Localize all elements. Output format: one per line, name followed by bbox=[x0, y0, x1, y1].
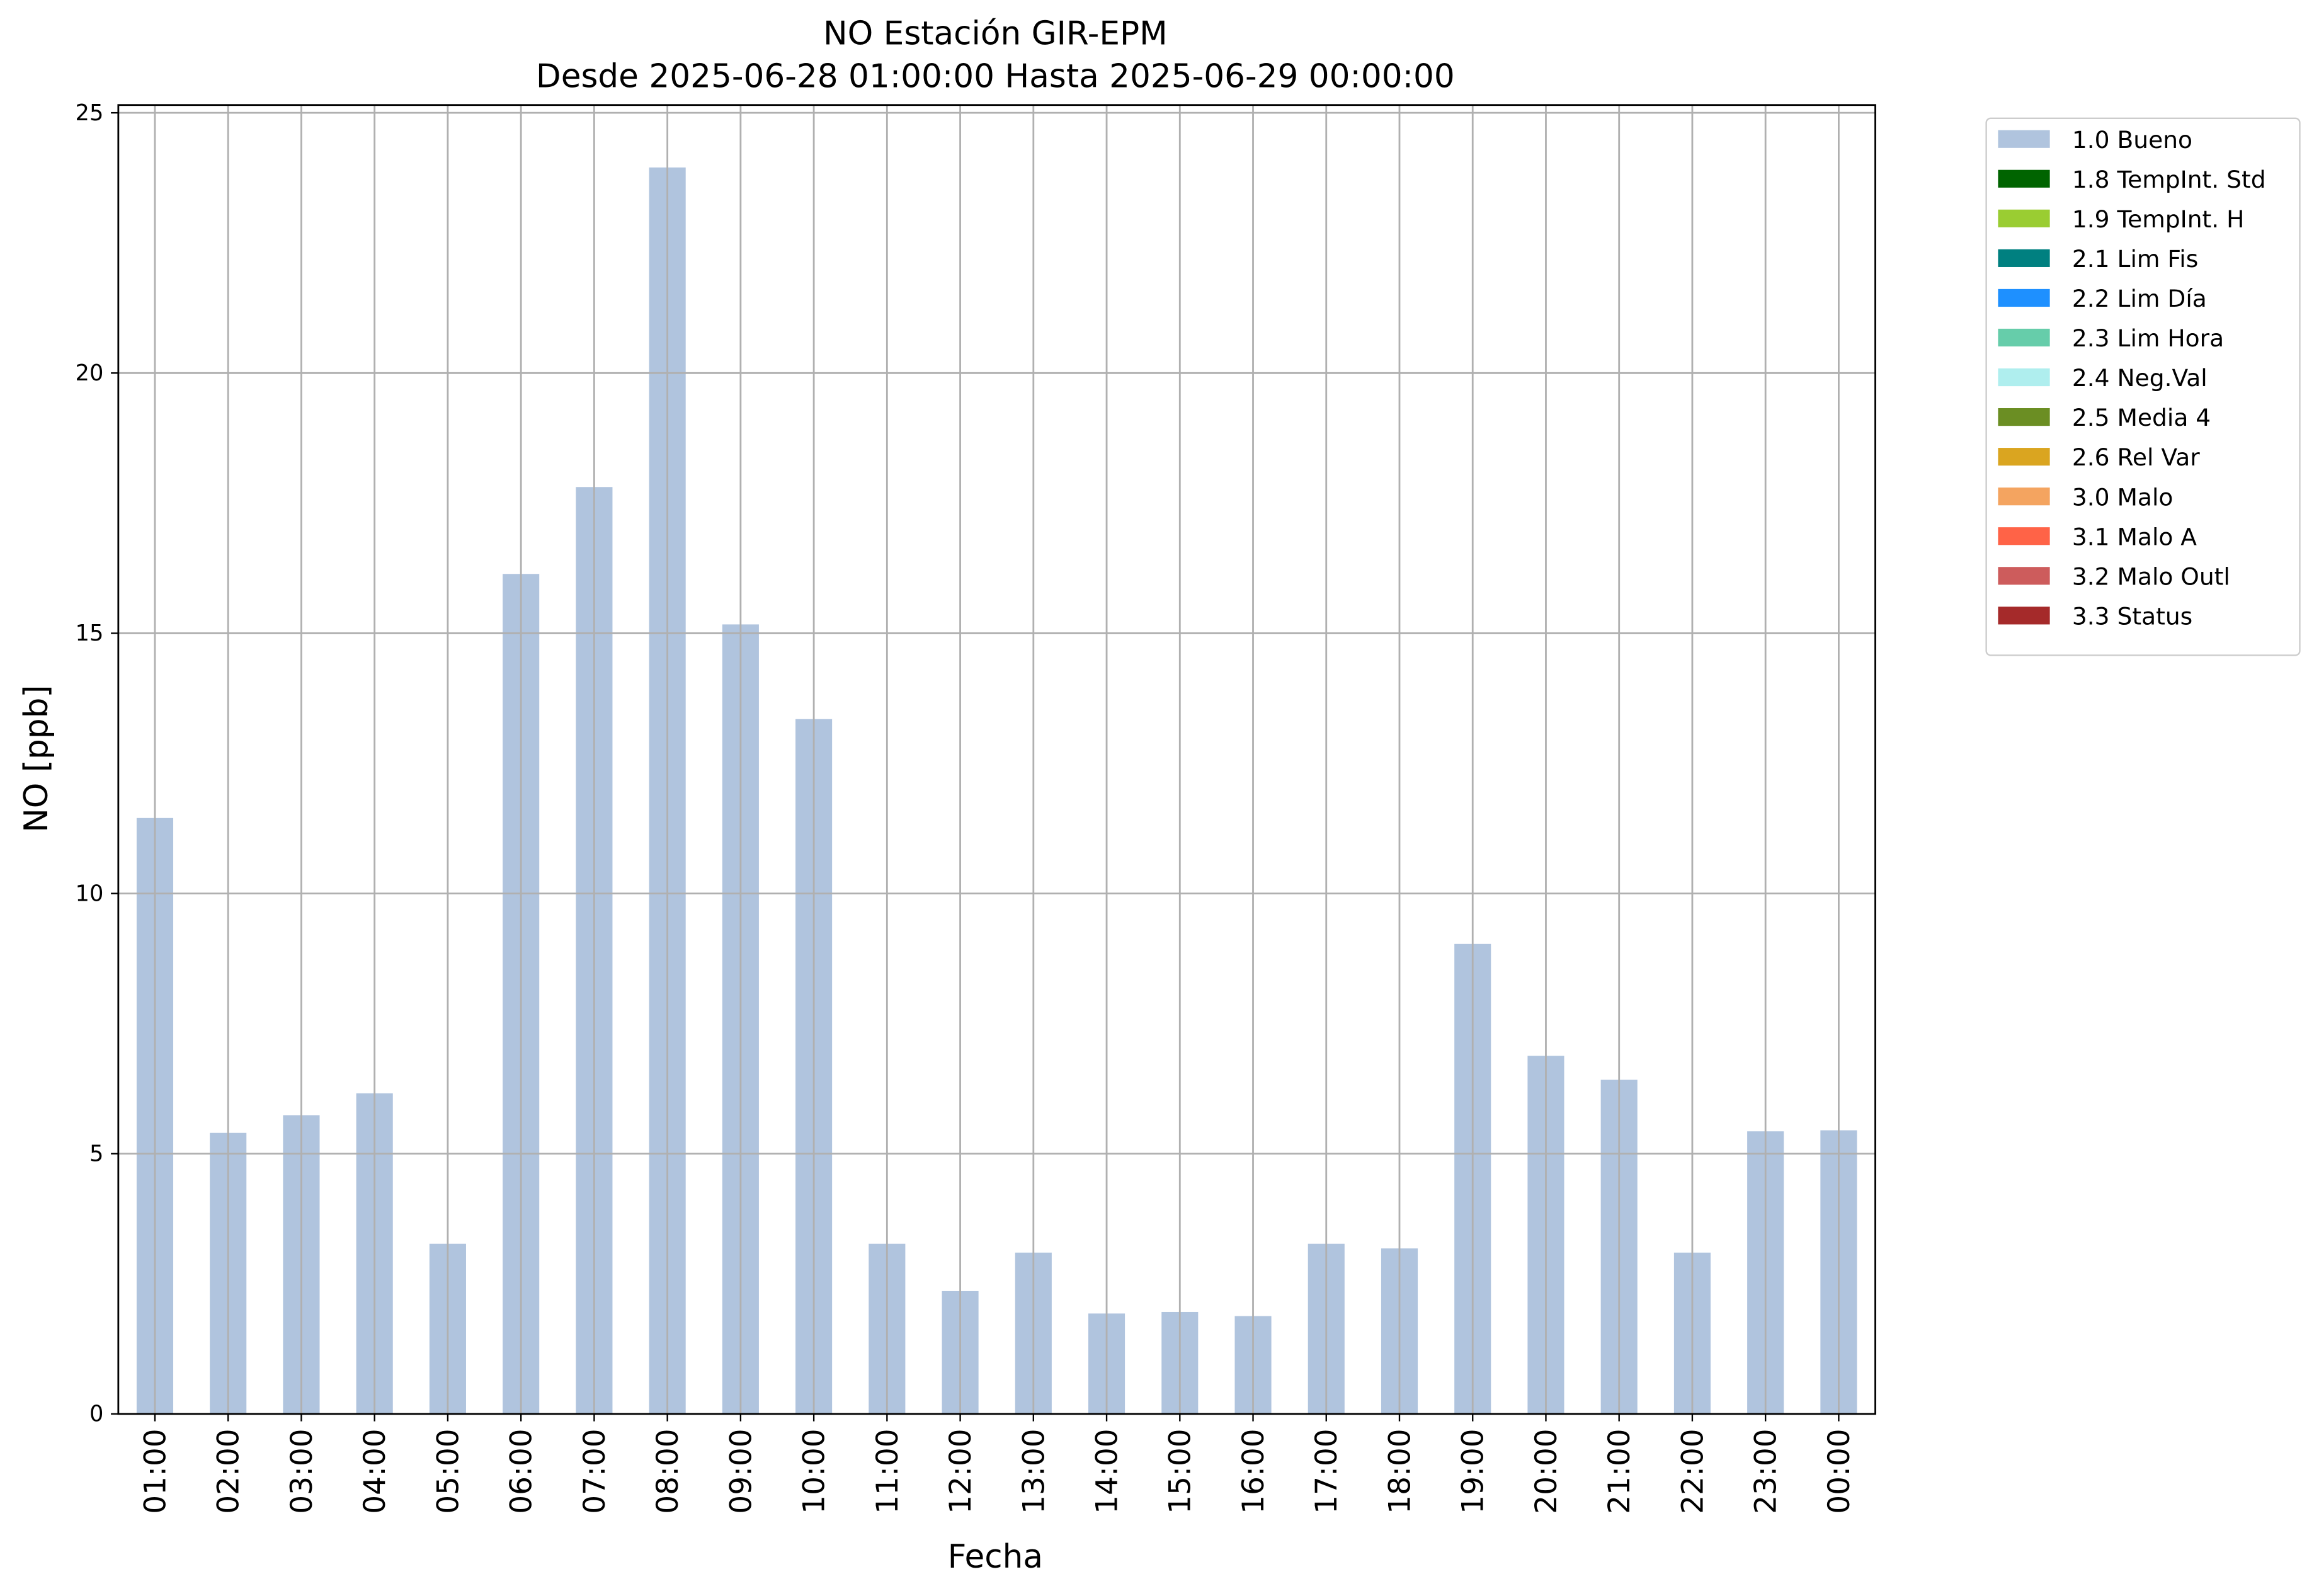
legend-swatch bbox=[1998, 487, 2050, 506]
legend-swatch bbox=[1998, 527, 2050, 545]
legend-label: 2.5 Media 4 bbox=[2072, 404, 2211, 431]
x-axis-label: Fecha bbox=[948, 1538, 1043, 1576]
y-tick-label: 20 bbox=[76, 360, 104, 386]
x-tick-label: 16:00 bbox=[1236, 1428, 1271, 1513]
legend-label: 2.6 Rel Var bbox=[2072, 443, 2200, 471]
legend-swatch bbox=[1998, 607, 2050, 625]
x-tick-label: 21:00 bbox=[1602, 1428, 1637, 1513]
x-tick-label: 15:00 bbox=[1163, 1428, 1198, 1513]
legend-label: 2.2 Lim Día bbox=[2072, 285, 2207, 312]
legend-label: 3.3 Status bbox=[2072, 602, 2192, 630]
x-tick-label: 06:00 bbox=[504, 1428, 539, 1513]
x-tick-label: 00:00 bbox=[1822, 1428, 1857, 1513]
y-tick-label: 25 bbox=[76, 100, 104, 126]
chart-title: NO Estación GIR-EPM bbox=[823, 14, 1168, 52]
x-tick-label: 02:00 bbox=[212, 1428, 246, 1513]
x-tick-label: 18:00 bbox=[1382, 1428, 1417, 1513]
x-tick-label: 13:00 bbox=[1017, 1428, 1051, 1513]
x-tick-label: 23:00 bbox=[1749, 1428, 1784, 1513]
legend-label: 1.9 TempInt. H bbox=[2072, 205, 2245, 233]
legend-swatch bbox=[1998, 448, 2050, 466]
legend-swatch bbox=[1998, 209, 2050, 227]
legend-swatch bbox=[1998, 169, 2050, 188]
chart-subtitle: Desde 2025-06-28 01:00:00 Hasta 2025-06-… bbox=[536, 58, 1455, 96]
x-tick-label: 10:00 bbox=[797, 1428, 832, 1513]
x-tick-label: 11:00 bbox=[870, 1428, 905, 1513]
x-tick-label: 14:00 bbox=[1090, 1428, 1124, 1513]
legend-label: 2.3 Lim Hora bbox=[2072, 324, 2224, 352]
legend-label: 1.8 TempInt. Std bbox=[2072, 166, 2266, 193]
legend-swatch bbox=[1998, 567, 2050, 585]
legend-box bbox=[1985, 117, 2301, 656]
legend-swatch bbox=[1998, 368, 2050, 387]
x-tick-label: 07:00 bbox=[578, 1428, 612, 1513]
x-tick-label: 08:00 bbox=[651, 1428, 685, 1513]
x-tick-label: 04:00 bbox=[358, 1428, 392, 1513]
x-tick-label: 19:00 bbox=[1456, 1428, 1491, 1513]
x-tick-label: 09:00 bbox=[724, 1428, 758, 1513]
y-tick-label: 0 bbox=[89, 1401, 103, 1427]
x-tick-label: 03:00 bbox=[285, 1428, 319, 1513]
legend-label: 1.0 Bueno bbox=[2072, 126, 2192, 154]
y-tick-label: 10 bbox=[76, 881, 104, 906]
x-tick-label: 17:00 bbox=[1309, 1428, 1344, 1513]
x-tick-label: 20:00 bbox=[1529, 1428, 1564, 1513]
legend-swatch bbox=[1998, 408, 2050, 426]
x-tick-label: 01:00 bbox=[138, 1428, 173, 1513]
legend-swatch bbox=[1998, 249, 2050, 267]
y-axis-label: NO [ppb] bbox=[18, 685, 55, 832]
legend-label: 3.0 Malo bbox=[2072, 483, 2174, 511]
x-tick-label: 22:00 bbox=[1675, 1428, 1710, 1513]
x-tick-label: 05:00 bbox=[431, 1428, 465, 1513]
legend-swatch bbox=[1998, 130, 2050, 148]
x-tick-label: 12:00 bbox=[943, 1428, 978, 1513]
legend-swatch bbox=[1998, 328, 2050, 347]
y-tick-label: 5 bbox=[89, 1141, 103, 1167]
legend-label: 2.1 Lim Fis bbox=[2072, 245, 2198, 273]
legend-swatch bbox=[1998, 288, 2050, 307]
legend-label: 3.2 Malo Outl bbox=[2072, 562, 2230, 590]
legend-label: 2.4 Neg.Val bbox=[2072, 364, 2208, 392]
y-tick-label: 15 bbox=[76, 620, 104, 646]
legend-label: 3.1 Malo A bbox=[2072, 523, 2197, 550]
plot-frame bbox=[117, 104, 1876, 1415]
